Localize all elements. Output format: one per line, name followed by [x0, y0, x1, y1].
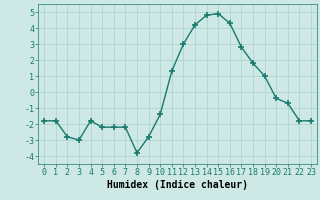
X-axis label: Humidex (Indice chaleur): Humidex (Indice chaleur) — [107, 180, 248, 190]
